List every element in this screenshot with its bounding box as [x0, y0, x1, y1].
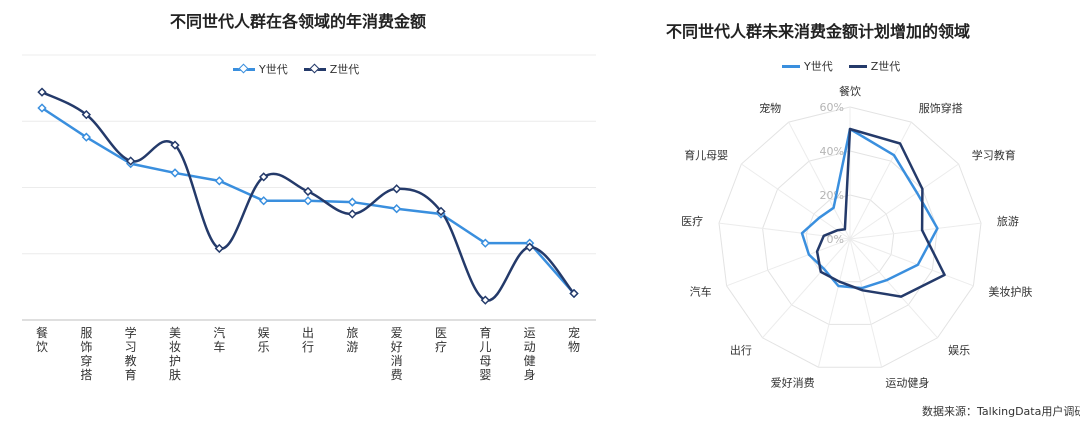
radar-r-tick: 0% — [827, 233, 844, 246]
radar-legend-label-z: Z世代 — [870, 60, 901, 73]
data-point-z — [259, 172, 269, 182]
radar-spoke — [718, 222, 851, 240]
data-point-z — [392, 184, 402, 194]
data-point-z — [81, 109, 91, 120]
radar-grid-ring — [762, 150, 938, 325]
x-tick-label: 汽车 — [213, 325, 225, 354]
radar-legend-item-y: Y世代 — [782, 58, 833, 74]
radar-spoke — [817, 238, 851, 368]
radar-legend-swatch-y — [782, 64, 800, 68]
radar-r-tick: 60% — [820, 101, 844, 114]
radar-chart-legend: Y世代 Z世代 — [782, 58, 916, 74]
radar-spoke — [741, 163, 851, 240]
x-tick-label: 旅游 — [346, 326, 358, 354]
legend-label-z: Z世代 — [329, 63, 360, 76]
data-point-z — [436, 206, 446, 217]
radar-series-y — [800, 127, 939, 290]
radar-axis-label: 医疗 — [681, 214, 703, 228]
x-tick-label: 出行 — [302, 326, 314, 354]
radar-r-tick: 20% — [820, 189, 844, 202]
data-point-y — [480, 238, 490, 248]
legend-swatch-y — [233, 63, 255, 73]
data-point-y — [214, 176, 224, 186]
legend-label-y: Y世代 — [259, 63, 288, 76]
x-tick-label: 爱好消费 — [391, 326, 403, 382]
radar-spoke — [788, 121, 851, 240]
data-point-z — [37, 87, 47, 97]
data-point-z — [126, 156, 136, 166]
data-point-y — [259, 196, 269, 206]
radar-axis-label: 运动健身 — [885, 376, 929, 390]
radar-axis-label: 爱好消费 — [771, 376, 815, 390]
radar-spoke — [849, 238, 883, 368]
x-tick-label: 餐饮 — [36, 325, 48, 354]
radar-axis-label: 宠物 — [759, 101, 781, 115]
radar-spoke — [849, 238, 974, 287]
radar-legend-swatch-z — [848, 64, 867, 68]
data-point-y — [170, 168, 180, 178]
radar-legend-item-z: Z世代 — [848, 58, 901, 74]
data-point-z — [347, 209, 357, 219]
data-point-z — [214, 243, 224, 254]
radar-chart-title: 不同世代人群未来消费金额计划增加的领域 — [666, 22, 971, 41]
radar-axis-label: 汽车 — [690, 285, 712, 299]
data-point-y — [81, 132, 91, 142]
radar-grid-ring — [805, 194, 895, 283]
legend-swatch-z — [303, 63, 326, 73]
line-chart-title: 不同世代人群在各领域的年消费金额 — [170, 12, 427, 31]
legend-item-y: Y世代 — [233, 61, 288, 77]
x-tick-label: 服饰穿搭 — [80, 326, 92, 382]
radar-grid-ring — [718, 106, 982, 368]
radar-axis-label: 育儿母婴 — [684, 148, 728, 162]
data-point-y — [37, 103, 47, 113]
x-tick-label: 学习教育 — [125, 325, 137, 382]
radar-spoke — [849, 121, 912, 240]
data-point-y — [347, 197, 357, 207]
x-tick-label: 宠物 — [568, 325, 580, 354]
legend-item-z: Z世代 — [303, 61, 360, 77]
radar-legend-label-y: Y世代 — [804, 60, 833, 73]
x-tick-label: 运动健身 — [524, 326, 536, 382]
data-point-z — [303, 186, 313, 197]
data-point-z — [170, 140, 180, 150]
data-source-note: 数据来源：TalkingData用户调研 — [922, 405, 1080, 418]
data-point-y — [303, 196, 313, 206]
x-tick-label: 育儿母婴 — [479, 325, 491, 382]
data-point-z — [525, 242, 535, 252]
radar-axis-label: 学习教育 — [972, 148, 1016, 162]
radar-spoke — [849, 222, 982, 240]
radar-spoke — [726, 238, 851, 287]
radar-axis-label: 餐饮 — [839, 84, 861, 98]
radar-axis-label: 旅游 — [997, 214, 1019, 228]
radar-spoke — [849, 238, 938, 339]
line-chart-legend: Y世代 Z世代 — [233, 61, 375, 77]
radar-spoke — [849, 163, 959, 240]
x-tick-label: 娱乐 — [258, 326, 270, 354]
data-point-y — [392, 204, 402, 214]
data-point-z — [480, 295, 490, 305]
radar-axis-label: 服饰穿搭 — [919, 101, 963, 115]
radar-series-z — [815, 127, 946, 298]
radar-axis-label: 出行 — [730, 343, 752, 357]
radar-axis-label: 美妆护肤 — [988, 285, 1032, 299]
x-tick-label: 美妆护肤 — [169, 326, 181, 382]
radar-spoke — [762, 238, 851, 339]
radar-r-tick: 40% — [820, 145, 844, 158]
data-point-z — [569, 288, 579, 299]
radar-axis-label: 娱乐 — [948, 343, 970, 357]
x-tick-label: 医疗 — [435, 326, 447, 354]
